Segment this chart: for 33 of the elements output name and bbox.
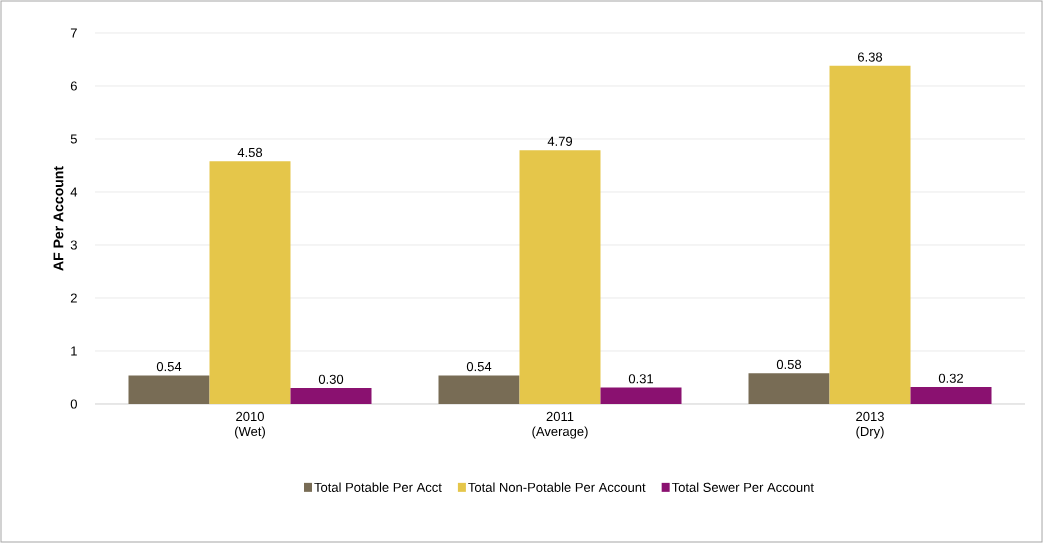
- bar: [209, 161, 291, 404]
- bar: [519, 150, 601, 404]
- legend-label: Total Potable Per Acct: [314, 482, 442, 492]
- bar: [600, 387, 682, 404]
- legend-label: Total Sewer Per Account: [671, 482, 814, 492]
- y-tick-label: 0: [70, 399, 77, 409]
- x-tick-label: 2011 (Average): [532, 411, 588, 439]
- bar: [748, 373, 830, 404]
- data-label: 0.32: [938, 373, 963, 383]
- bar: [128, 375, 210, 404]
- y-tick-label: 4: [70, 187, 78, 197]
- legend-label: Total Non-Potable Per Account: [468, 482, 646, 492]
- x-tick-label: 2010 (Wet): [235, 411, 265, 439]
- y-tick-label: 6: [70, 81, 77, 91]
- y-axis-title: AF Per Account: [53, 166, 64, 271]
- bar: [910, 387, 992, 404]
- x-tick-label: 2013 (Dry): [856, 411, 884, 439]
- data-label: 0.54: [466, 361, 492, 372]
- data-label: 4.58: [237, 147, 263, 158]
- y-tick-label: 3: [70, 240, 77, 250]
- y-tick-label: 1: [71, 346, 77, 356]
- y-tick-label: 2: [70, 293, 77, 303]
- bar: [290, 388, 372, 404]
- data-label: 0.31: [628, 374, 654, 384]
- y-tick-label: 7: [70, 28, 77, 38]
- data-label: 0.58: [776, 359, 802, 370]
- data-label: 6.38: [858, 52, 883, 62]
- bar: [829, 65, 911, 404]
- data-label: 0.30: [318, 374, 344, 384]
- data-label: 0.54: [156, 361, 182, 372]
- bar: [438, 375, 520, 404]
- data-label: 4.79: [547, 136, 573, 146]
- y-tick-label: 5: [70, 134, 77, 144]
